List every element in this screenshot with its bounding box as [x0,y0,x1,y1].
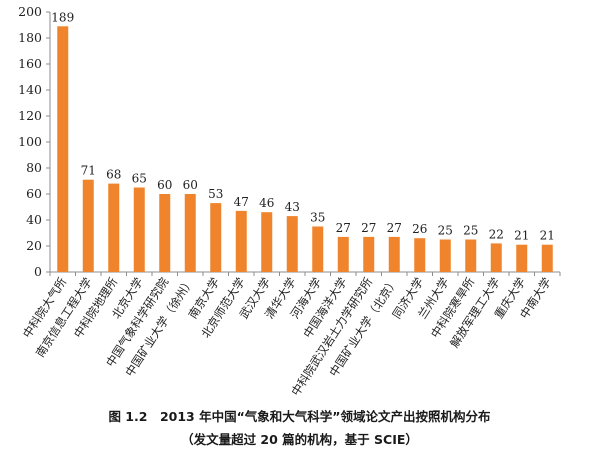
data-label: 27 [387,221,402,235]
bar [286,216,298,272]
data-label: 26 [412,222,427,236]
bar [57,26,69,272]
bar [439,239,451,272]
y-tick-label: 200 [18,4,42,19]
bar [261,212,273,272]
chart-subcaption: （发文量超过 20 篇的机构，基于 SCIE） [181,432,418,447]
data-label: 25 [463,224,478,238]
bar [541,244,553,272]
bar [363,236,375,272]
data-label: 21 [540,229,555,243]
bar-chart: 0 20 40 60 80 100 120 140 160 180 200 189 71 68 65 60 6… [18,4,561,399]
y-tick-label: 140 [18,82,42,97]
data-label: 35 [310,211,325,225]
data-label: 68 [106,168,121,182]
bar [133,187,145,272]
y-tick-label: 20 [26,238,42,253]
x-tick-labels: 中科院大气所南京信息工程大学中科院地理所北京大学中国气象科学研究院中国矿业大学（… [20,275,554,399]
chart-caption: 图 1.2 2013 年中国“气象和大气科学”领域论文产出按照机构分布 [108,409,491,424]
bar [388,236,400,272]
y-tick-label: 60 [26,186,42,201]
data-label: 21 [514,229,529,243]
data-label: 46 [259,196,274,210]
y-tick-label: 160 [18,56,42,71]
data-label: 43 [285,200,300,214]
data-label: 71 [81,164,96,178]
y-tick-label: 40 [26,212,42,227]
bar [337,236,349,272]
y-tick-label: 180 [18,30,42,45]
bar [184,194,196,272]
bar [414,238,426,272]
bar [159,194,171,272]
data-label: 60 [157,178,172,192]
bar [465,239,477,272]
data-label: 22 [489,227,504,241]
data-label: 65 [132,172,147,186]
y-tick-label: 0 [34,264,42,279]
y-tick-label: 80 [26,160,42,175]
chart-axes: 0 20 40 60 80 100 120 140 160 180 200 [18,4,561,279]
bar-series [57,26,553,272]
bar [312,226,324,272]
data-labels: 189 71 68 65 60 60 53 47 46 43 35 27 27 27 26 25 25 22 21 2… [51,10,555,242]
data-label: 47 [234,195,249,209]
data-label: 27 [361,221,376,235]
data-label: 60 [183,178,198,192]
bar [108,183,120,272]
data-label: 53 [208,187,223,201]
data-label: 27 [336,221,351,235]
data-label: 189 [51,10,74,24]
y-tick-label: 100 [18,134,42,149]
bar [210,203,222,272]
bar [516,244,528,272]
bar [235,210,247,272]
bar [490,243,502,272]
y-tick-label: 120 [18,108,42,123]
data-label: 25 [438,224,453,238]
bar [82,179,94,272]
